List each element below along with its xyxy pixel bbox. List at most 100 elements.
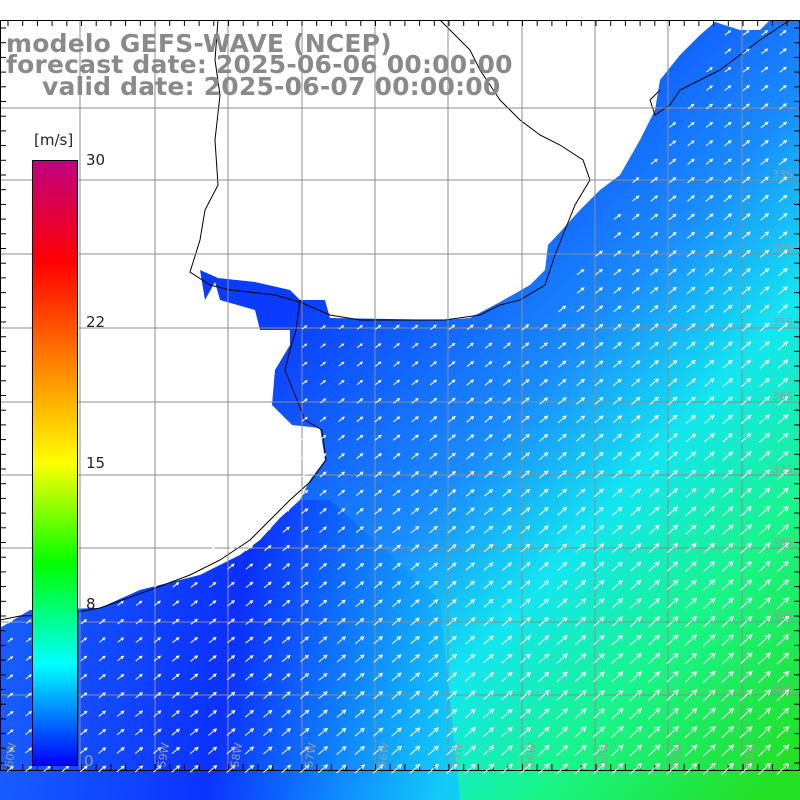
wind-arrow (631, 323, 640, 331)
wind-arrow (576, 324, 585, 331)
wind-arrow (758, 615, 771, 628)
wind-arrow-head (580, 671, 587, 678)
wind-arrow (648, 616, 660, 628)
wind-arrow (777, 396, 789, 406)
wind-arrow-head (727, 213, 733, 218)
wind-arrow (760, 121, 769, 129)
wind-arrow-head (580, 653, 587, 659)
wind-arrow-head (580, 470, 586, 475)
wind-arrow-head (286, 728, 291, 733)
wind-arrow (207, 765, 217, 773)
wind-arrow (6, 747, 14, 754)
wind-arrow-head (507, 397, 512, 402)
wind-arrow-head (580, 634, 587, 641)
wind-arrow (758, 469, 770, 480)
wind-arrow-head (359, 654, 365, 659)
wind-arrow (521, 324, 529, 331)
wind-arrow (135, 710, 143, 717)
wind-arrow (153, 692, 161, 699)
wind-arrow-head (28, 747, 33, 751)
wind-arrow (25, 711, 32, 717)
wind-arrow (721, 726, 734, 739)
wind-arrow (760, 85, 768, 92)
wind-arrow-head (764, 231, 770, 236)
wind-arrow (668, 250, 677, 258)
wind-arrow-head (691, 231, 696, 236)
wind-arrow (777, 469, 789, 480)
wind-arrow-head (488, 324, 493, 328)
wind-arrow-head (415, 690, 421, 696)
wind-arrow-head (599, 323, 604, 328)
wind-arrow-head (323, 654, 328, 659)
wind-arrow (574, 690, 587, 701)
wind-arrow (411, 453, 419, 460)
wind-arrow (392, 581, 401, 589)
wind-arrow-head (359, 416, 364, 420)
wind-arrow-head (691, 396, 697, 402)
wind-arrow-head (672, 323, 678, 328)
wind-arrow (758, 506, 771, 517)
wind-arrow (758, 579, 771, 591)
wind-arrow-head (727, 506, 734, 512)
lon-label: 60W (2, 742, 19, 769)
wind-arrow (684, 598, 697, 609)
wind-arrow-head (470, 415, 475, 420)
wind-arrow (594, 452, 604, 461)
wind-arrow (704, 323, 714, 332)
wind-arrow (519, 653, 531, 664)
wind-arrow (706, 67, 713, 73)
wind-arrow-head (341, 617, 346, 623)
wind-arrow-head (635, 250, 640, 255)
wind-arrow (6, 729, 14, 735)
wind-arrow-head (746, 725, 753, 733)
wind-arrow-head (746, 85, 750, 89)
wind-arrow-head (599, 415, 604, 420)
wind-arrow (448, 343, 455, 349)
wind-arrow-head (451, 397, 456, 402)
wind-arrow-head (415, 745, 421, 751)
wind-arrow-head (727, 103, 732, 107)
wind-arrow-head (709, 286, 714, 291)
wind-arrow (501, 690, 513, 701)
wind-arrow (760, 176, 769, 184)
wind-arrow (338, 361, 345, 367)
wind-arrow (723, 286, 733, 295)
wind-arrow-head (654, 158, 658, 163)
wind-arrow-head (359, 471, 364, 475)
wind-arrow (538, 635, 549, 645)
wind-arrow-head (691, 762, 698, 770)
wind-arrow (299, 728, 310, 737)
wind-arrow (758, 744, 771, 757)
wind-arrow-head (709, 615, 716, 622)
wind-arrow (319, 416, 326, 422)
wind-arrow (760, 158, 769, 166)
wind-arrow (375, 343, 381, 349)
wind-arrow-head (727, 359, 733, 365)
wind-arrow (447, 562, 457, 571)
wind-arrow-head (635, 616, 642, 622)
wind-arrow (667, 451, 678, 461)
wind-arrow-head (580, 616, 587, 622)
wind-arrow (576, 360, 585, 368)
wind-arrow-head (249, 728, 255, 733)
wind-arrow-head (470, 324, 474, 328)
wind-arrow-head (764, 341, 770, 346)
wind-arrow (759, 378, 770, 388)
wind-arrow (411, 416, 419, 423)
wind-arrow-head (378, 654, 384, 659)
wind-arrow-head (157, 765, 162, 770)
wind-arrow-head (451, 507, 457, 512)
wind-arrow-head (727, 670, 735, 678)
wind-arrow-head (249, 563, 254, 567)
wind-arrow (648, 653, 660, 665)
wind-arrow-head (341, 526, 346, 531)
wind-arrow-head (507, 507, 512, 512)
wind-arrow-head (451, 635, 458, 641)
wind-arrow (80, 692, 87, 699)
wind-arrow (464, 745, 476, 756)
wind-arrow (263, 600, 272, 607)
wind-arrow (263, 691, 272, 700)
wind-arrow (740, 469, 752, 480)
wind-arrow-head (378, 636, 383, 641)
wind-arrow (281, 691, 291, 700)
